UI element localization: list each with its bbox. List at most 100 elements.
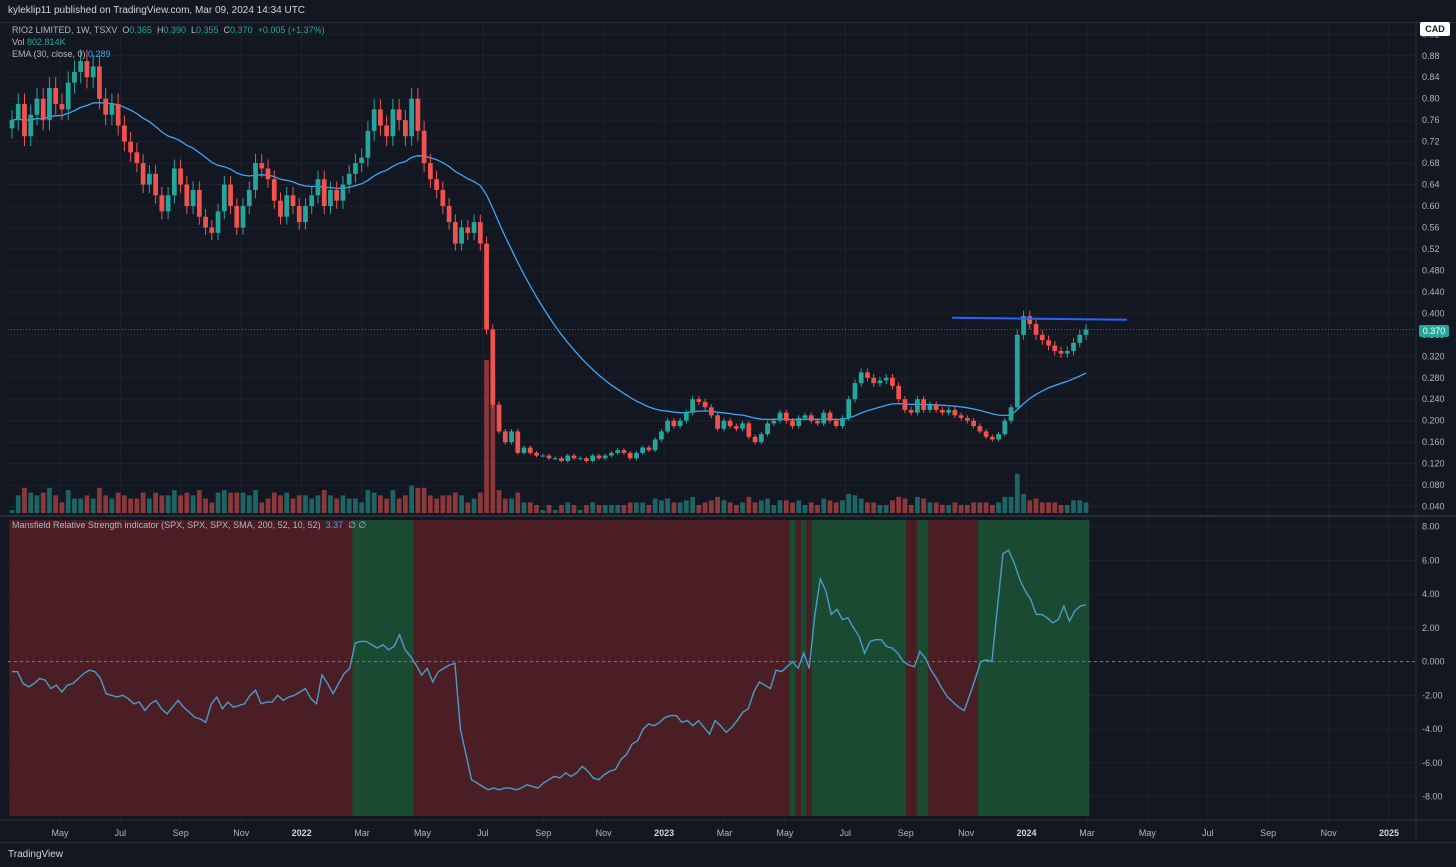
candle-body — [1014, 334, 1020, 408]
footer — [0, 842, 1456, 867]
rs-background-segment — [767, 520, 774, 816]
tradingview-logo[interactable]: TradingView — [8, 849, 63, 860]
candle-body — [234, 206, 240, 228]
volume-bar — [808, 502, 814, 513]
candle-body — [634, 452, 639, 459]
candle-body — [284, 195, 290, 217]
volume-bar — [540, 510, 546, 513]
rs-background-segment — [385, 520, 392, 816]
rs-background-segment — [900, 520, 907, 816]
volume-bar — [933, 502, 939, 513]
volume-bar — [446, 495, 452, 513]
volume-bar — [634, 502, 639, 513]
candle-body — [515, 431, 521, 453]
rs-background-segment — [629, 520, 636, 816]
volume-bar — [677, 502, 683, 513]
candle-body — [740, 423, 745, 429]
rs-background-segment — [125, 520, 132, 816]
candle-body — [134, 152, 140, 164]
candle-body — [964, 418, 970, 421]
volume-bar — [140, 492, 146, 513]
candle-body — [683, 412, 689, 421]
rs-background-segment — [64, 520, 71, 816]
candle-body — [940, 409, 945, 413]
candle-body — [259, 163, 265, 169]
volume-bar — [246, 495, 252, 513]
volume-bar — [602, 505, 608, 513]
candle-body — [434, 179, 439, 190]
rs-background-segment — [573, 520, 581, 816]
volume-bar — [271, 492, 277, 513]
volume-bar — [178, 495, 183, 513]
volume-bar — [196, 490, 202, 513]
rs-background-segment — [230, 520, 237, 816]
rs-background-segment — [507, 520, 514, 816]
candle-body — [602, 455, 608, 459]
symbol-title[interactable]: RIO2 LIMITED, 1W, TSXV — [12, 25, 118, 35]
rs-background-segment — [269, 520, 276, 816]
time-tick-label: Sep — [1260, 828, 1276, 838]
rs-background-segment — [872, 520, 879, 816]
rs-background-segment — [656, 520, 664, 816]
candle-body — [153, 173, 158, 196]
candle-body — [396, 109, 402, 121]
ema-legend[interactable]: EMA (30, close, 0) 0.289 — [12, 49, 111, 59]
volume-bar — [15, 495, 21, 513]
volume-bar — [571, 505, 577, 513]
currency-button[interactable]: CAD — [1420, 22, 1450, 36]
candle-body — [871, 377, 877, 384]
volume-bar — [802, 505, 808, 513]
volume-bar — [146, 498, 152, 513]
volume-bar — [84, 495, 90, 513]
volume-bar — [1033, 498, 1039, 513]
rs-background-segment — [634, 520, 641, 816]
volume-bar — [496, 490, 502, 513]
volume-bar — [365, 490, 371, 513]
volume-bar — [590, 502, 596, 513]
candle-body — [146, 173, 152, 185]
rs-background-segment — [308, 520, 315, 816]
rs-background-segment — [679, 520, 686, 816]
volume-bar — [727, 502, 733, 513]
rs-background-segment — [823, 520, 830, 816]
candle-body — [440, 189, 446, 207]
rs-background-segment — [1005, 520, 1012, 816]
rs-background-segment — [568, 520, 575, 816]
volume-bar — [403, 495, 408, 513]
rs-background-segment — [86, 520, 93, 816]
rs-background-segment — [335, 520, 342, 816]
price-tick-label: 0.440 — [1422, 287, 1445, 297]
candle-body — [952, 409, 958, 416]
price-tick-label: 0.72 — [1422, 137, 1440, 147]
volume-bar — [421, 487, 427, 513]
volume-bar — [221, 490, 227, 513]
volume-bar — [72, 498, 77, 513]
candle-body — [802, 415, 808, 419]
candle-body — [90, 66, 96, 78]
rs-background-segment — [479, 520, 486, 816]
rs-background-segment — [712, 520, 719, 816]
rs-background-segment — [845, 520, 852, 816]
volume-bar — [996, 502, 1001, 513]
price-tick-label: 0.400 — [1422, 308, 1445, 318]
rs-background-segment — [695, 520, 702, 816]
candle-body — [384, 125, 390, 137]
time-tick-label: Sep — [898, 828, 914, 838]
candle-body — [278, 200, 283, 217]
volume-bar — [1077, 500, 1083, 513]
indicator-tick-label: 6.00 — [1422, 555, 1440, 565]
chart-canvas[interactable]: 0.920.880.840.800.760.720.680.640.600.56… — [0, 0, 1456, 842]
candle-body — [122, 125, 127, 142]
indicator-legend[interactable]: Mansfield Relative Strength indicator (S… — [12, 520, 366, 531]
rs-background-segment — [330, 520, 337, 816]
rs-background-segment — [369, 520, 376, 816]
volume-bar — [165, 495, 171, 513]
rs-background-segment — [75, 520, 82, 816]
rs-background-segment — [1016, 520, 1023, 816]
volume-legend[interactable]: Vol 802.814K — [12, 37, 66, 47]
volume-bar — [502, 498, 508, 513]
rs-background-segment — [9, 520, 16, 816]
candle-body — [253, 163, 258, 190]
candle-body — [47, 87, 52, 121]
price-tick-label: 0.120 — [1422, 459, 1445, 469]
